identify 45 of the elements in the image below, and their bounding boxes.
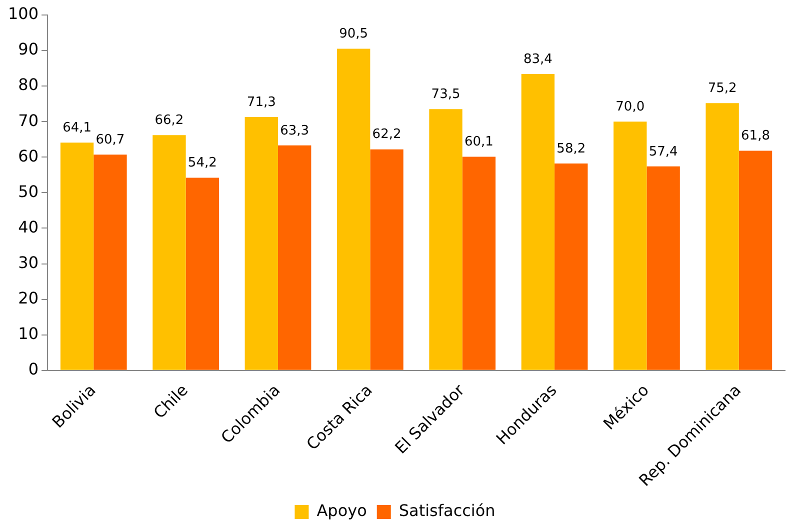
bar bbox=[278, 145, 312, 370]
bar bbox=[336, 48, 370, 370]
data-label: 64,1 bbox=[62, 120, 92, 136]
data-label: 61,8 bbox=[741, 128, 770, 144]
data-label: 54,2 bbox=[188, 156, 217, 171]
y-tick-label: 0 bbox=[28, 360, 39, 379]
bar bbox=[554, 164, 588, 370]
bar bbox=[738, 150, 772, 370]
bar bbox=[244, 116, 278, 370]
data-label: 66,2 bbox=[154, 112, 184, 128]
data-label: 63,3 bbox=[280, 123, 310, 138]
y-tick-label: 60 bbox=[18, 146, 39, 166]
data-label: 73,5 bbox=[431, 87, 460, 102]
y-tick-label: 10 bbox=[18, 324, 39, 343]
bar bbox=[706, 103, 739, 370]
y-tick-label: 20 bbox=[18, 288, 39, 308]
y-tick-label: 90 bbox=[18, 40, 39, 59]
y-tick-label: 40 bbox=[18, 217, 39, 236]
data-label: 75,2 bbox=[708, 81, 737, 96]
bar bbox=[614, 122, 647, 370]
data-label: 83,4 bbox=[523, 52, 552, 67]
y-tick-label: 30 bbox=[18, 252, 39, 272]
data-label: 57,4 bbox=[648, 144, 678, 160]
bar bbox=[186, 178, 219, 370]
bar bbox=[60, 142, 94, 370]
bar bbox=[370, 149, 404, 370]
bar bbox=[152, 135, 186, 370]
data-label: 71,3 bbox=[246, 94, 276, 110]
y-tick-label: 80 bbox=[18, 75, 39, 94]
bar bbox=[94, 154, 127, 370]
bar bbox=[646, 166, 680, 370]
bar bbox=[462, 156, 496, 370]
data-label: 60,1 bbox=[464, 134, 494, 150]
y-tick-label: 50 bbox=[18, 182, 39, 201]
y-tick-label: 70 bbox=[18, 110, 39, 130]
data-label: 90,5 bbox=[339, 26, 368, 42]
data-label: 58,2 bbox=[556, 141, 586, 156]
data-label: 60,7 bbox=[96, 132, 125, 148]
legend-label: Satisfacción bbox=[398, 501, 496, 520]
bar bbox=[521, 74, 555, 370]
y-tick-label: 100 bbox=[8, 4, 39, 24]
data-label: 62,2 bbox=[372, 127, 402, 142]
data-label: 70,0 bbox=[616, 99, 645, 114]
bar bbox=[429, 109, 462, 370]
legend-label: Apoyo bbox=[316, 501, 367, 520]
